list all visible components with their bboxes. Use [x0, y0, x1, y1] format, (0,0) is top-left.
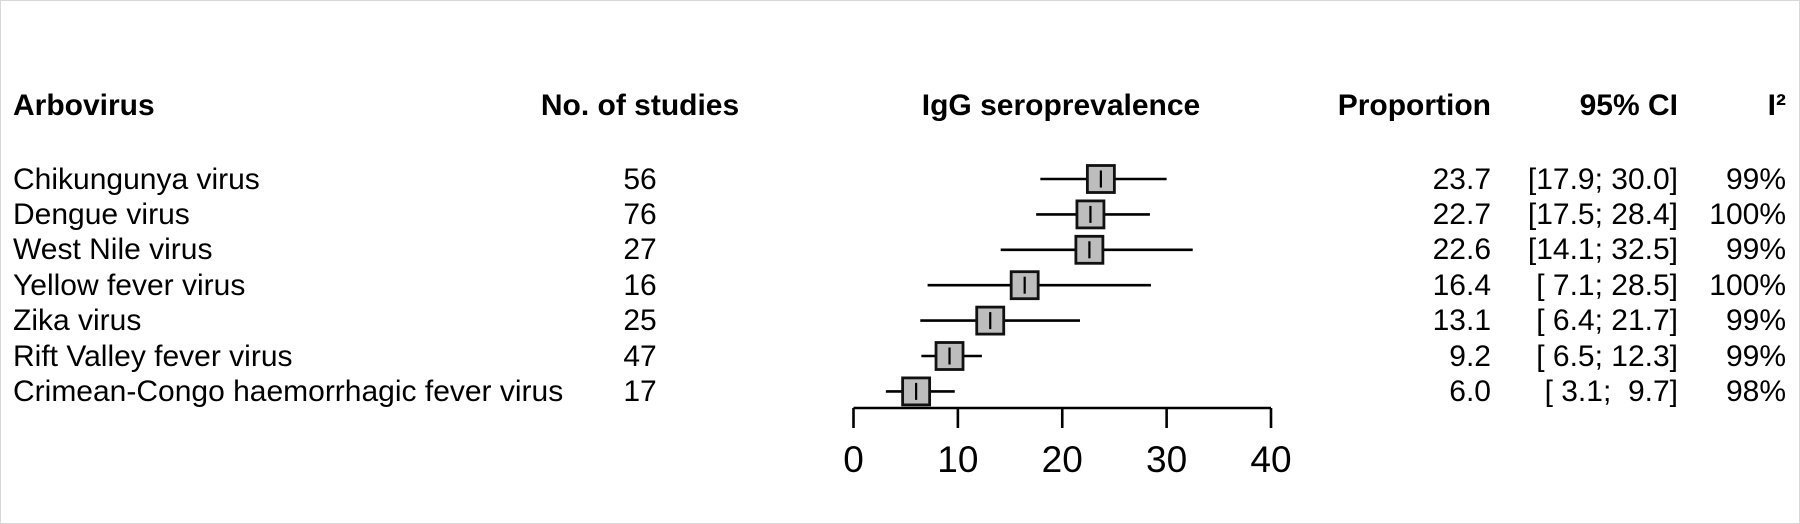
i2-cell: 100% [1709, 197, 1786, 231]
x-axis-tick-label: 10 [937, 439, 978, 480]
estimate-box-marker [934, 341, 965, 371]
i2-cell: 99% [1725, 233, 1786, 267]
proportion-cell: 23.7 [1432, 162, 1491, 196]
no-of-studies-cell: 47 [623, 339, 657, 373]
i2-cell: 99% [1725, 339, 1786, 373]
estimate-box-marker [975, 305, 1006, 336]
no-of-studies-cell: 27 [623, 233, 657, 267]
estimate-box-marker [1085, 164, 1116, 194]
estimate-box-marker [1009, 270, 1040, 301]
arbovirus-name-cell: Dengue virus [13, 197, 190, 231]
no-of-studies-cell: 25 [623, 304, 657, 338]
column-header-no-of-studies: No. of studies [540, 89, 740, 122]
column-header-95ci: 95% CI [1579, 89, 1678, 122]
x-axis-tick-label: 20 [1042, 439, 1083, 480]
estimate-box-marker [901, 376, 932, 407]
arbovirus-name-cell: Crimean-Congo haemorrhagic fever virus [13, 374, 564, 408]
column-header-igg-seroprevalence: IgG seroprevalence [921, 89, 1201, 122]
x-axis-tick-label: 30 [1146, 439, 1187, 480]
column-header-proportion: Proportion [1337, 89, 1491, 122]
ci-cell: [ 3.1; 9.7] [1544, 374, 1678, 408]
i2-cell: 98% [1725, 374, 1786, 408]
estimate-box-marker [1074, 234, 1105, 265]
arbovirus-name-cell: West Nile virus [13, 233, 213, 267]
x-axis-tick-label: 40 [1250, 439, 1291, 480]
ci-cell: [ 7.1; 28.5] [1536, 268, 1678, 302]
no-of-studies-cell: 56 [623, 162, 657, 196]
ci-cell: [17.9; 30.0] [1527, 162, 1678, 196]
column-header-arbovirus: Arbovirus [13, 89, 155, 122]
estimate-box-marker [1075, 199, 1106, 230]
arbovirus-name-cell: Yellow fever virus [13, 268, 246, 302]
ci-cell: [ 6.5; 12.3] [1536, 339, 1678, 373]
i2-cell: 100% [1709, 268, 1786, 302]
no-of-studies-cell: 76 [623, 197, 657, 231]
ci-cell: [14.1; 32.5] [1527, 233, 1678, 267]
column-header-i2: I² [1767, 89, 1786, 122]
arbovirus-name-cell: Zika virus [13, 304, 142, 338]
i2-cell: 99% [1725, 162, 1786, 196]
proportion-cell: 9.2 [1449, 339, 1491, 373]
ci-cell: [ 6.4; 21.7] [1536, 304, 1678, 338]
arbovirus-name-cell: Rift Valley fever virus [13, 339, 293, 373]
no-of-studies-cell: 16 [623, 268, 657, 302]
x-axis-tick-label: 0 [843, 439, 864, 480]
i2-cell: 99% [1725, 304, 1786, 338]
proportion-cell: 13.1 [1432, 304, 1491, 338]
no-of-studies-cell: 17 [623, 374, 657, 408]
proportion-cell: 22.7 [1432, 197, 1491, 231]
proportion-cell: 22.6 [1432, 233, 1491, 267]
arbovirus-name-cell: Chikungunya virus [13, 162, 260, 196]
proportion-cell: 6.0 [1449, 374, 1491, 408]
ci-cell: [17.5; 28.4] [1527, 197, 1678, 231]
proportion-cell: 16.4 [1432, 268, 1491, 302]
